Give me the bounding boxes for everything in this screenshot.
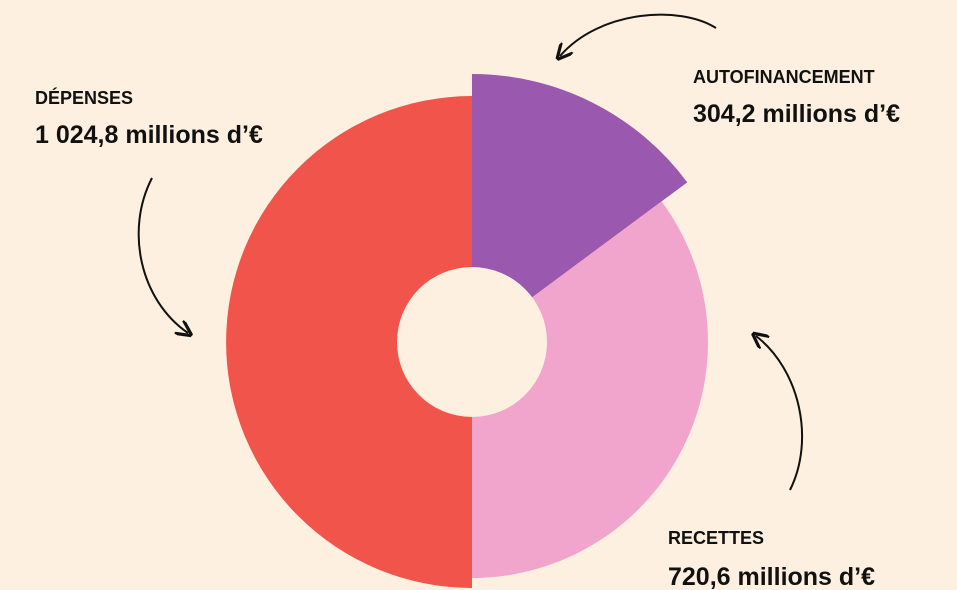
arrow xyxy=(756,336,803,491)
category-label: RECETTES xyxy=(668,528,764,548)
arrow xyxy=(137,177,188,333)
value-label: 304,2 millions d’€ xyxy=(693,100,900,128)
donut-slice xyxy=(472,74,688,307)
donut-slice xyxy=(472,201,709,578)
arrow xyxy=(560,13,717,56)
category-label: DÉPENSES xyxy=(35,87,133,108)
donut-hole xyxy=(397,267,547,417)
category-label: AUTOFINANCEMENT xyxy=(693,67,875,87)
value-label: 720,6 millions d’€ xyxy=(668,563,875,590)
donut xyxy=(226,74,709,588)
value-label: 1 024,8 millions d’€ xyxy=(35,121,263,149)
donut-slice xyxy=(226,96,472,588)
